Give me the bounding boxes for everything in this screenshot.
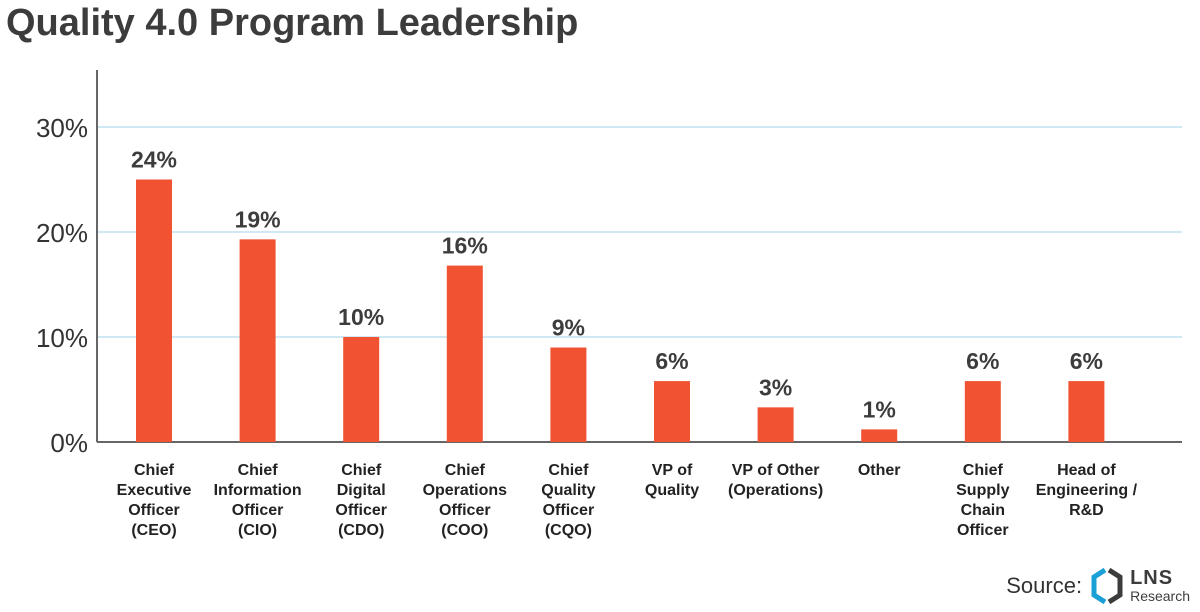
x-tick-labels: Chief Executive Officer (CEO) Chief Informati… bbox=[117, 462, 1138, 539]
x-tick-label-line: Other bbox=[858, 462, 901, 479]
source-credit: Source: LNS Research bbox=[1006, 566, 1190, 606]
x-tick-label: VP of Other (Operations) bbox=[728, 462, 823, 499]
x-tick-label-line: Officer bbox=[128, 502, 180, 519]
x-tick-label-line: VP of Other bbox=[732, 462, 820, 479]
chart-title: Quality 4.0 Program Leadership bbox=[6, 2, 579, 44]
y-tick-label: 20% bbox=[36, 218, 88, 248]
x-tick-label-line: Engineering / bbox=[1036, 482, 1138, 499]
bar bbox=[964, 381, 1001, 442]
x-tick-label: Chief Supply Chain Officer bbox=[956, 462, 1009, 539]
x-tick-label-line: Officer bbox=[439, 502, 491, 519]
data-label: 10% bbox=[338, 304, 384, 330]
data-label: 19% bbox=[235, 206, 281, 232]
x-tick-label-line: Supply bbox=[956, 482, 1009, 499]
x-tick-label-line: Operations bbox=[423, 482, 508, 499]
data-label: 9% bbox=[552, 315, 585, 341]
x-tick-label-line: (Operations) bbox=[728, 482, 823, 499]
data-labels: 24% 19% 10% 16% 9% 6% 3% 1% 6% 6% bbox=[131, 147, 1103, 423]
x-tick-label-line: Officer bbox=[543, 502, 595, 519]
bars bbox=[136, 179, 1105, 442]
x-tick-label-line: Chief bbox=[445, 462, 486, 479]
x-tick-label: Chief Digital Officer (CDO) bbox=[335, 462, 387, 539]
x-tick-label: Other bbox=[858, 462, 901, 479]
x-tick-label-line: Quality bbox=[541, 482, 595, 499]
bar bbox=[136, 179, 172, 442]
bar bbox=[550, 347, 587, 442]
bar bbox=[446, 265, 483, 442]
x-tick-label-line: Chief bbox=[238, 462, 279, 479]
x-tick-label: Chief Quality Officer (CQO) bbox=[541, 462, 595, 539]
grid-lines bbox=[97, 126, 1182, 338]
logo-subtitle: Research bbox=[1130, 588, 1190, 605]
x-tick-label-line: Digital bbox=[337, 482, 386, 499]
data-label: 6% bbox=[655, 348, 688, 374]
data-label: 3% bbox=[759, 374, 792, 400]
x-tick-label: Head of Engineering / R&D bbox=[1036, 462, 1138, 519]
x-tick-label-line: R&D bbox=[1069, 502, 1104, 519]
x-tick-label-line: Chief bbox=[341, 462, 382, 479]
data-label: 16% bbox=[442, 233, 488, 259]
logo-name: LNS bbox=[1130, 567, 1174, 590]
hexagon-chevrons-icon bbox=[1091, 567, 1123, 605]
bar bbox=[757, 407, 794, 442]
x-tick-label-line: Officer bbox=[335, 502, 387, 519]
source-label: Source: bbox=[1006, 573, 1083, 598]
axes bbox=[96, 70, 1182, 443]
data-label: 6% bbox=[1070, 348, 1103, 374]
data-label: 1% bbox=[863, 396, 896, 422]
bar bbox=[861, 429, 898, 442]
bar bbox=[239, 239, 276, 442]
x-tick-label-line: (CEO) bbox=[131, 522, 176, 539]
x-tick-label-line: Chief bbox=[548, 462, 589, 479]
x-tick-label-line: Head of bbox=[1057, 462, 1116, 479]
x-tick-label-line: Officer bbox=[957, 522, 1009, 539]
bar bbox=[1068, 381, 1105, 442]
y-tick-label: 0% bbox=[50, 428, 88, 458]
x-tick-label: Chief Information Officer (CIO) bbox=[214, 462, 302, 539]
y-tick-labels: 0% 10% 20% 30% bbox=[36, 113, 88, 458]
x-tick-label-line: Executive bbox=[117, 482, 192, 499]
x-tick-label-line: Officer bbox=[232, 502, 284, 519]
x-tick-label-line: (COO) bbox=[441, 522, 488, 539]
x-tick-label-line: Information bbox=[214, 482, 302, 499]
x-tick-label-line: Chief bbox=[134, 462, 175, 479]
x-tick-label-line: (CDO) bbox=[338, 522, 384, 539]
y-tick-label: 10% bbox=[36, 323, 88, 353]
x-tick-label: Chief Executive Officer (CEO) bbox=[117, 462, 192, 539]
y-tick-label: 30% bbox=[36, 113, 88, 143]
x-tick-label-line: VP of bbox=[652, 462, 693, 479]
x-tick-label-line: Quality bbox=[645, 482, 699, 499]
bar bbox=[654, 381, 690, 442]
x-tick-label: Chief Operations Officer (COO) bbox=[423, 462, 508, 539]
x-tick-label-line: (CQO) bbox=[545, 522, 592, 539]
x-tick-label: VP of Quality bbox=[645, 462, 699, 499]
x-tick-label-line: Chief bbox=[963, 462, 1004, 479]
data-label: 24% bbox=[131, 147, 177, 173]
data-label: 6% bbox=[966, 348, 999, 374]
lns-research-logo: LNS Research bbox=[1088, 566, 1190, 606]
bar bbox=[343, 337, 380, 442]
x-tick-label-line: Chain bbox=[961, 502, 1005, 519]
x-tick-label-line: (CIO) bbox=[238, 522, 277, 539]
